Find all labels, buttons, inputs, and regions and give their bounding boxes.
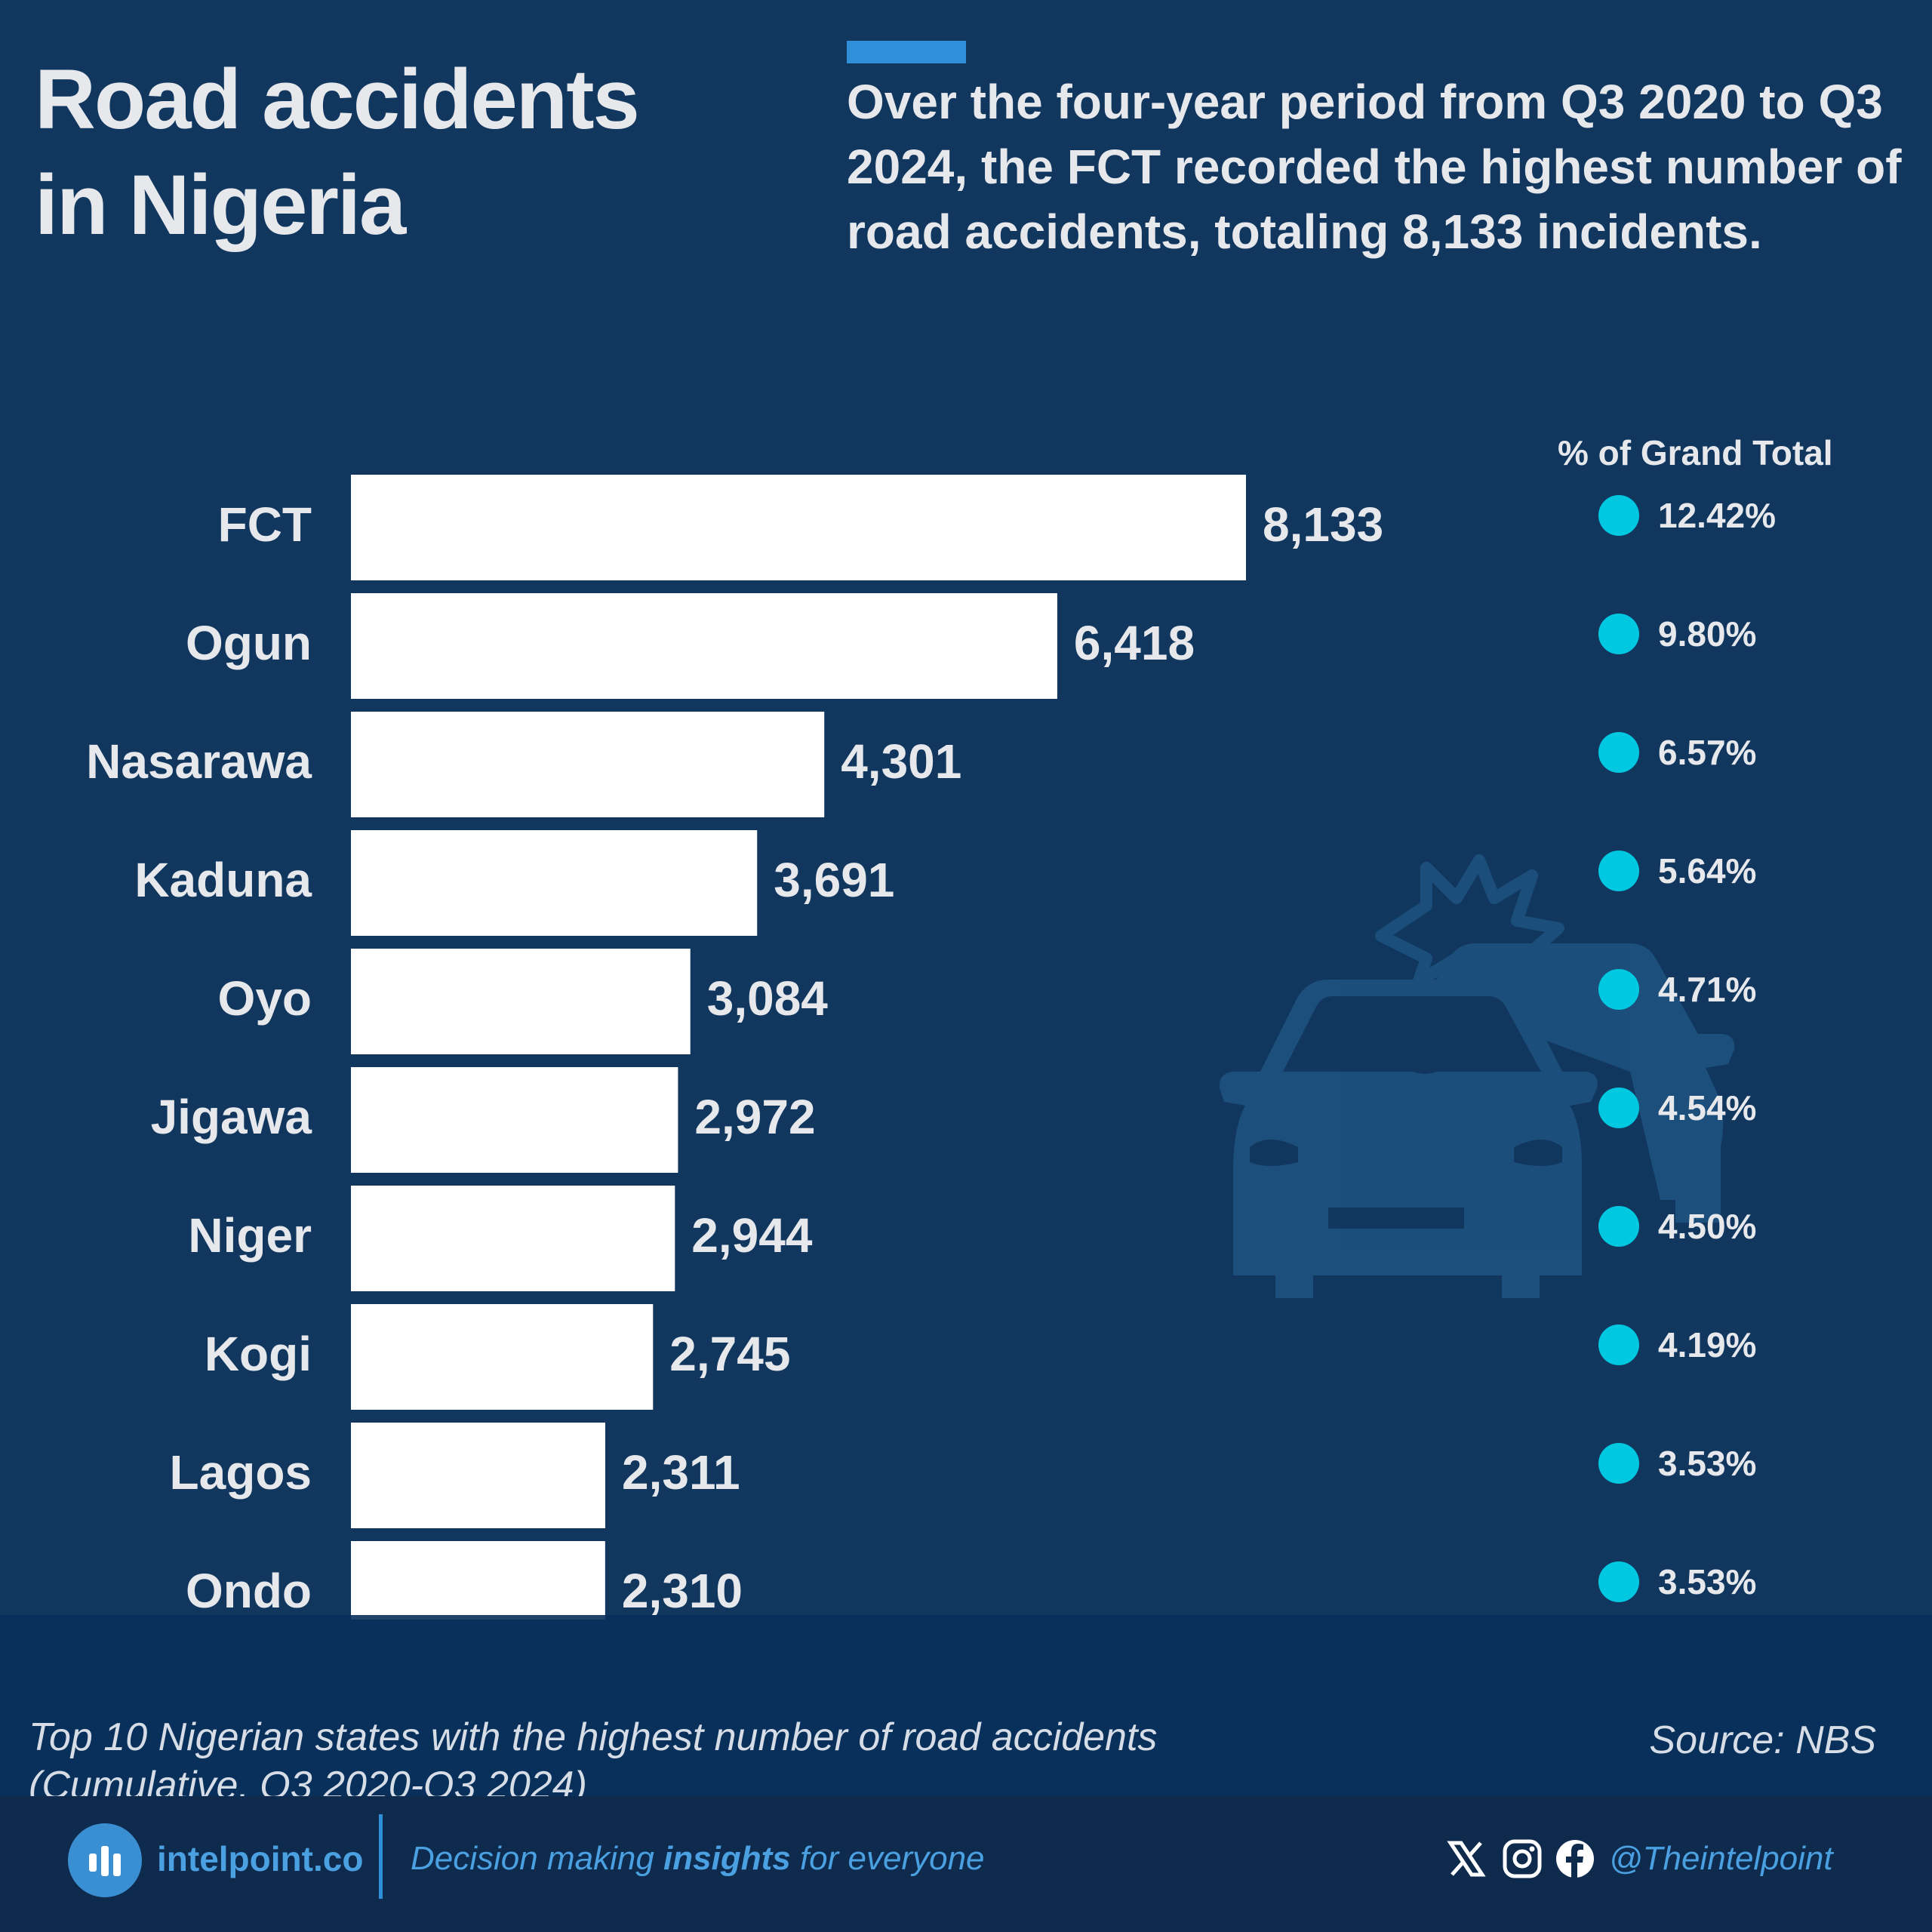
instagram-icon[interactable] (1502, 1838, 1543, 1879)
subtitle: Over the four-year period from Q3 2020 t… (847, 75, 1902, 259)
pct-dot-jigawa (1598, 1088, 1639, 1128)
pct-label-jigawa: 4.54% (1658, 1088, 1756, 1128)
category-label-ogun: Ogun (186, 616, 312, 670)
bar-oyo (351, 949, 691, 1054)
pct-dot-lagos (1598, 1443, 1639, 1484)
pct-label-ondo: 3.53% (1658, 1562, 1756, 1601)
bar-fct (351, 475, 1246, 580)
tagline-pre: Decision making (411, 1840, 664, 1877)
bar-lagos (351, 1423, 606, 1528)
value-label-niger: 2,944 (691, 1208, 813, 1263)
pct-dot-kaduna (1598, 851, 1639, 891)
category-label-oyo: Oyo (218, 971, 312, 1026)
car-crash-icon (1219, 854, 1735, 1298)
social-handle[interactable]: @Theintelpoint (1609, 1840, 1833, 1877)
tagline-bold: insights (663, 1840, 791, 1877)
bar-niger (351, 1186, 675, 1291)
source-note: Source: NBS (1649, 1718, 1876, 1762)
title-line-1: Road accidents (35, 52, 640, 146)
pct-label-ogun: 9.80% (1658, 614, 1756, 654)
pct-label-niger: 4.50% (1658, 1207, 1756, 1246)
bar-jigawa (351, 1067, 678, 1173)
value-label-fct: 8,133 (1263, 497, 1383, 552)
category-label-kaduna: Kaduna (134, 853, 312, 907)
pct-label-fct: 12.42% (1658, 496, 1776, 535)
chart-caption: Top 10 Nigerian states with the highest … (29, 1713, 1312, 1810)
page-title: Road accidents in Nigeria (35, 47, 759, 258)
footer-divider (379, 1814, 383, 1899)
category-label-kogi: Kogi (205, 1327, 312, 1381)
value-label-nasarawa: 4,301 (841, 734, 961, 789)
category-label-fct: FCT (218, 497, 312, 552)
x-icon[interactable] (1446, 1838, 1487, 1879)
brand-link[interactable]: intelpoint.co (157, 1839, 364, 1878)
pct-label-kaduna: 5.64% (1658, 851, 1756, 891)
pct-dot-ogun (1598, 614, 1639, 654)
bar-ondo (351, 1541, 605, 1620)
pct-column-header: % of Grand Total (1558, 433, 1833, 472)
title-line-2: in Nigeria (35, 158, 406, 252)
footer-band (0, 1615, 1932, 1796)
category-label-ondo: Ondo (186, 1564, 312, 1618)
facebook-icon[interactable] (1555, 1838, 1595, 1879)
value-label-jigawa: 2,972 (694, 1090, 815, 1144)
pct-label-nasarawa: 6.57% (1658, 733, 1756, 772)
logo-icon[interactable] (68, 1823, 142, 1897)
pct-dot-nasarawa (1598, 732, 1639, 773)
bar-kaduna (351, 830, 758, 936)
pct-dot-ondo (1598, 1561, 1639, 1602)
accent-bar (847, 41, 966, 63)
pct-label-oyo: 4.71% (1658, 970, 1756, 1009)
pct-label-lagos: 3.53% (1658, 1444, 1756, 1483)
pct-dot-niger (1598, 1206, 1639, 1247)
value-label-kaduna: 3,691 (774, 853, 894, 907)
pct-label-kogi: 4.19% (1658, 1325, 1756, 1364)
value-label-kogi: 2,745 (669, 1327, 790, 1381)
pct-dot-oyo (1598, 969, 1639, 1010)
value-label-ogun: 6,418 (1074, 616, 1195, 670)
tagline: Decision making insights for everyone (411, 1840, 985, 1878)
bar-kogi (351, 1304, 654, 1410)
bottom-bar (0, 1796, 1932, 1932)
bar-ogun (351, 593, 1057, 699)
pct-dot-fct (1598, 495, 1639, 536)
pct-dot-kogi (1598, 1324, 1639, 1365)
bar-nasarawa (351, 712, 825, 817)
tagline-post: for everyone (790, 1840, 985, 1877)
category-label-lagos: Lagos (170, 1445, 312, 1500)
value-label-oyo: 3,084 (707, 971, 829, 1026)
value-label-lagos: 2,311 (622, 1445, 740, 1500)
category-label-jigawa: Jigawa (151, 1090, 312, 1144)
caption-line-1: Top 10 Nigerian states with the highest … (29, 1715, 1158, 1759)
value-label-ondo: 2,310 (622, 1564, 743, 1618)
category-label-nasarawa: Nasarawa (86, 734, 312, 789)
category-label-niger: Niger (188, 1208, 312, 1263)
